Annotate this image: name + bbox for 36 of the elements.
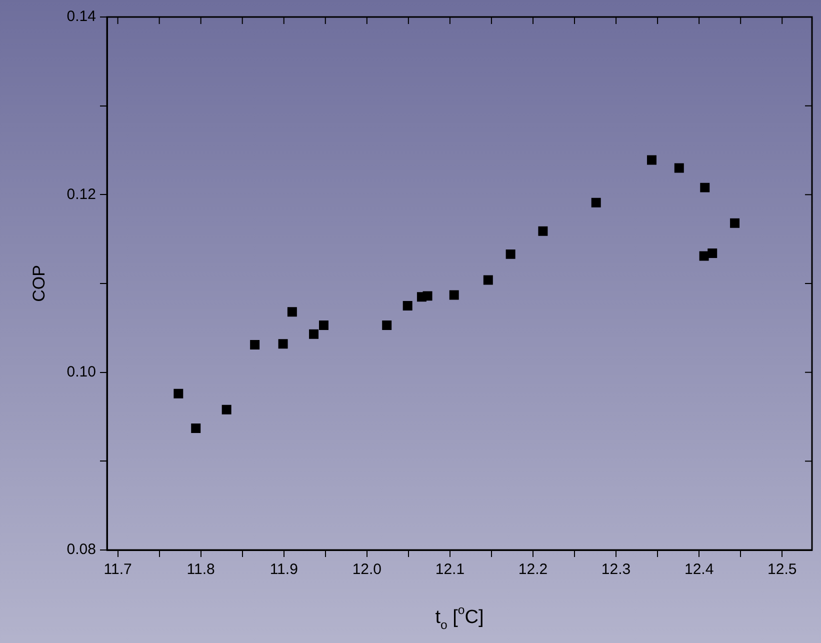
point bbox=[191, 424, 201, 434]
point bbox=[402, 300, 412, 310]
x-tick-label: 12.3 bbox=[601, 561, 631, 578]
point bbox=[449, 290, 459, 300]
x-tick-label: 11.7 bbox=[104, 561, 132, 578]
y-tick-label: 0.08 bbox=[66, 541, 96, 558]
x-tick-label: 12.2 bbox=[518, 561, 548, 578]
x-tick-label: 12.0 bbox=[352, 561, 382, 578]
x-tick-label: 12.1 bbox=[435, 561, 465, 578]
point bbox=[730, 218, 740, 228]
point bbox=[174, 388, 184, 398]
point bbox=[309, 329, 319, 339]
x-tick-label: 12.4 bbox=[684, 561, 714, 578]
y-tick-label: 0.10 bbox=[66, 363, 96, 380]
point bbox=[538, 226, 548, 236]
point bbox=[382, 320, 392, 330]
point bbox=[483, 275, 493, 285]
y-tick-label: 0.12 bbox=[66, 186, 96, 203]
point bbox=[708, 248, 718, 258]
point bbox=[250, 340, 260, 350]
x-tick-label: 11.8 bbox=[186, 561, 215, 578]
point bbox=[506, 249, 516, 259]
point bbox=[422, 291, 432, 301]
point bbox=[287, 307, 297, 317]
point bbox=[278, 339, 288, 349]
point bbox=[318, 320, 328, 330]
x-tick-label: 12.5 bbox=[768, 561, 797, 578]
x-tick-label: 11.9 bbox=[270, 561, 298, 578]
point bbox=[646, 155, 656, 165]
y-tick-label: 0.14 bbox=[66, 8, 96, 26]
y-axis-title: COP bbox=[30, 265, 49, 302]
point bbox=[699, 251, 709, 261]
point bbox=[700, 182, 710, 192]
point bbox=[222, 404, 232, 414]
point bbox=[591, 198, 601, 208]
point bbox=[674, 163, 684, 173]
